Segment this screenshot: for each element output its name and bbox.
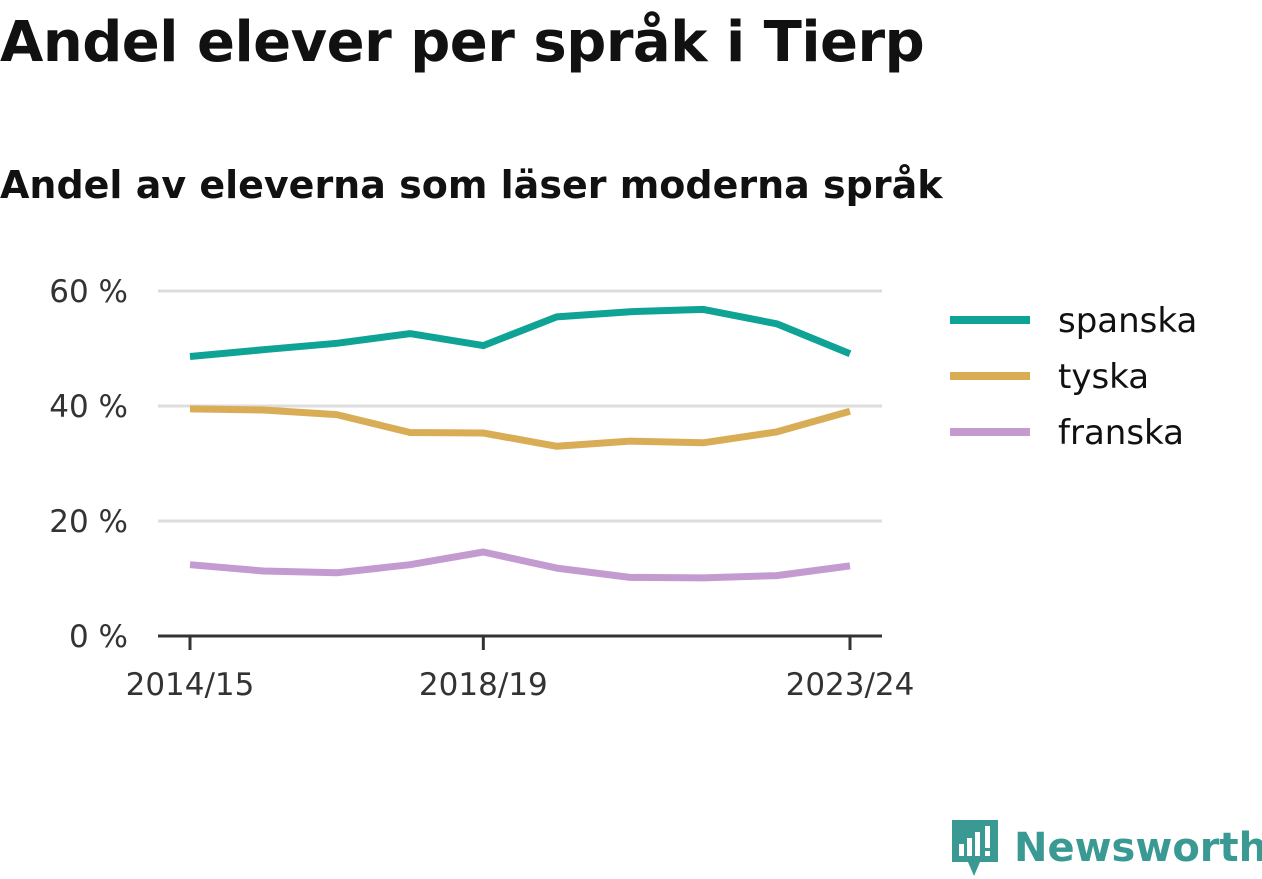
gridlines — [158, 289, 882, 523]
series-line-franska — [189, 548, 851, 582]
newsworthy-logo-icon — [952, 820, 998, 876]
legend-label-tyska: tyska — [1058, 357, 1149, 397]
x-tick-label: 2018/19 — [419, 667, 548, 703]
series-line-tyska — [189, 405, 851, 450]
legend-label-franska: franska — [1058, 413, 1184, 453]
x-tick-label: 2014/15 — [126, 667, 255, 703]
newsworthy-brand: Newsworthy — [950, 818, 1262, 878]
chart-subtitle: Andel av eleverna som läser moderna språ… — [0, 163, 943, 207]
legend: spanska tyska franska — [950, 301, 1197, 453]
series-line-spanska — [189, 305, 852, 360]
y-tick-label: 60 % — [49, 274, 128, 310]
axes: 0 % 20 % 40 % 60 % 2014/15 2018/19 2023/24 — [49, 274, 914, 703]
y-tick-label: 40 % — [49, 389, 128, 425]
chart-title: Andel elever per språk i Tierp — [0, 10, 925, 75]
brand-name: Newsworthy — [1014, 825, 1262, 871]
y-tick-label: 0 % — [69, 619, 128, 655]
series-lines — [189, 305, 852, 582]
x-tick-label: 2023/24 — [786, 667, 915, 703]
y-tick-label: 20 % — [49, 504, 128, 540]
legend-label-spanska: spanska — [1058, 301, 1197, 341]
